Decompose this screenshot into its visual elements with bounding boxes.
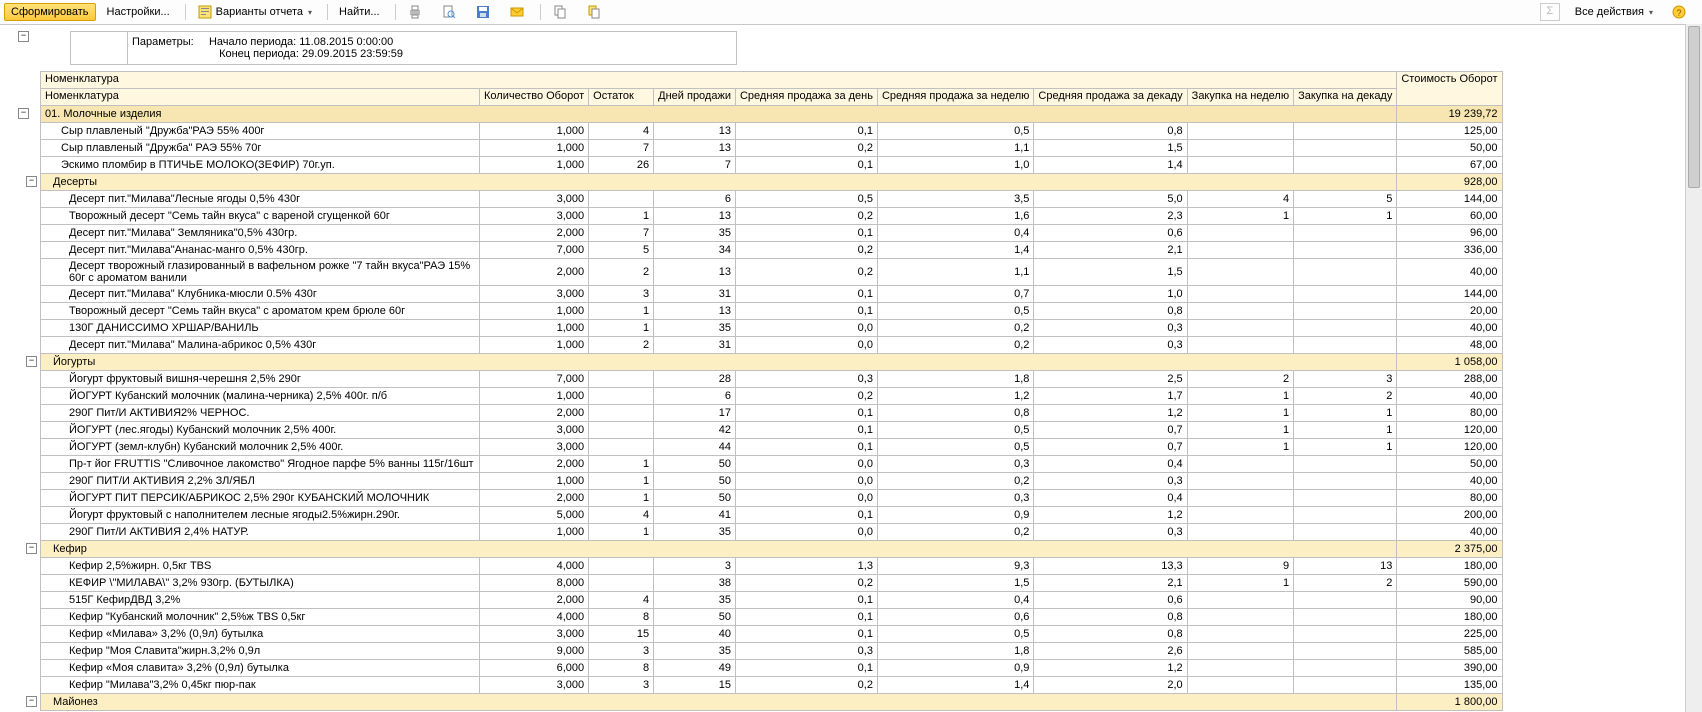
header-avg-dec: Средняя продажа за декаду (1034, 89, 1187, 106)
data-row[interactable]: 130Г ДАНИССИМО ХРШАР/ВАНИЛЬ1,0001350,00,… (41, 320, 1503, 337)
preview-button[interactable] (434, 1, 464, 23)
data-row[interactable]: Кефир «Моя славита» 3,2% (0,9л) бутылка6… (41, 660, 1503, 677)
variants-icon (197, 4, 213, 20)
header-nomen-top: Номенклатура (41, 72, 1397, 89)
data-row[interactable]: 290Г ПИТ/И АКТИВИЯ 2,2% ЗЛ/ЯБЛ1,0001500,… (41, 473, 1503, 490)
data-row[interactable]: ЙОГУРТ (лес.ягоды) Кубанский молочник 2,… (41, 422, 1503, 439)
report-variants-dropdown[interactable]: Варианты отчета (190, 1, 319, 23)
group-row[interactable]: Майонез1 800,00 (41, 694, 1503, 711)
collapse-group[interactable] (26, 543, 37, 554)
data-row[interactable]: 290Г Пит/И АКТИВИЯ2% ЧЕРНОС.2,000170,10,… (41, 405, 1503, 422)
paste-button[interactable] (579, 1, 609, 23)
help-icon: ? (1671, 4, 1687, 20)
data-row[interactable]: Кефир "Кубанский молочник" 2,5%ж TBS 0,5… (41, 609, 1503, 626)
group-row[interactable]: Кефир2 375,00 (41, 541, 1503, 558)
copy-button[interactable] (545, 1, 575, 23)
group-row[interactable]: Йогурты1 058,00 (41, 354, 1503, 371)
data-row[interactable]: Десерт творожный глазированный в вафельн… (41, 259, 1503, 286)
data-row[interactable]: ЙОГУРТ (земл-клубн) Кубанский молочник 2… (41, 439, 1503, 456)
settings-button[interactable]: Настройки... (100, 3, 177, 21)
report-grid: НоменклатураСтоимость ОборотНоменклатура… (40, 71, 1503, 711)
params-label: Параметры: (132, 36, 194, 48)
collapse-group[interactable] (18, 108, 29, 119)
variants-label: Варианты отчета (216, 6, 303, 18)
data-row[interactable]: Сыр плавленый "Дружба"РАЭ 55% 400г1,0004… (41, 123, 1503, 140)
svg-text:?: ? (1676, 8, 1681, 18)
group-row[interactable]: Десерты928,00 (41, 174, 1503, 191)
print-icon (407, 4, 423, 20)
email-button[interactable] (502, 1, 532, 23)
data-row[interactable]: Сыр плавленый "Дружба" РАЭ 55% 70г1,0007… (41, 140, 1503, 157)
data-row[interactable]: Эскимо пломбир в ПТИЧЬЕ МОЛОКО(ЗЕФИР) 70… (41, 157, 1503, 174)
data-row[interactable]: Йогурт фруктовый с наполнителем лесные я… (41, 507, 1503, 524)
data-row[interactable]: Йогурт фруктовый вишня-черешня 2,5% 290г… (41, 371, 1503, 388)
header-avg-week: Средняя продажа за неделю (877, 89, 1033, 106)
collapse-group[interactable] (26, 356, 37, 367)
data-row[interactable]: 515Г КефирДВД 3,2%2,0004350,10,40,690,00 (41, 592, 1503, 609)
data-row[interactable]: ЙОГУРТ Кубанский молочник (малина-черник… (41, 388, 1503, 405)
header-cost: Стоимость Оборот (1397, 72, 1502, 106)
period-end-value: 29.09.2015 23:59:59 (302, 48, 403, 60)
data-row[interactable]: Десерт пит."Милава"Лесные ягоды 0,5% 430… (41, 191, 1503, 208)
data-row[interactable]: Кефир «Милава» 3,2% (0,9л) бутылка3,0001… (41, 626, 1503, 643)
header-buy-week: Закупка на неделю (1187, 89, 1293, 106)
help-button[interactable]: ? (1664, 1, 1694, 23)
data-row[interactable]: Кефир "Моя Славита"жирн.3,2% 0,9л9,00033… (41, 643, 1503, 660)
data-row[interactable]: Десерт пит."Милава" Земляника"0,5% 430гр… (41, 225, 1503, 242)
group-row[interactable]: 01. Молочные изделия19 239,72 (41, 106, 1503, 123)
copy-icon (552, 4, 568, 20)
period-start-value: 11.08.2015 0:00:00 (299, 36, 393, 48)
find-button[interactable]: Найти... (332, 3, 387, 21)
collapse-report[interactable] (18, 31, 29, 42)
data-row[interactable]: 290Г Пит/И АКТИВИЯ 2,4% НАТУР.1,0001350,… (41, 524, 1503, 541)
generate-button[interactable]: Сформировать (4, 3, 96, 21)
data-row[interactable]: Творожный десерт "Семь тайн вкуса" с аро… (41, 303, 1503, 320)
paste-icon (586, 4, 602, 20)
header-avg-day: Средняя продажа за день (735, 89, 877, 106)
data-row[interactable]: Кефир 2,5%жирн. 0,5кг TBS4,00031,39,313,… (41, 558, 1503, 575)
save-button[interactable] (468, 1, 498, 23)
data-row[interactable]: Пр-т йог FRUTTIS "Сливочное лакомство" Я… (41, 456, 1503, 473)
data-row[interactable]: КЕФИР \"МИЛАВА\" 3,2% 930гр. (БУТЫЛКА)8,… (41, 575, 1503, 592)
period-start-label: Начало периода: (209, 36, 296, 48)
header-days: Дней продажи (654, 89, 736, 106)
save-icon (475, 4, 491, 20)
data-row[interactable]: Кефир "Милава"3,2% 0,45кг пюр-пак3,00031… (41, 677, 1503, 694)
data-row[interactable]: ЙОГУРТ ПИТ ПЕРСИК/АБРИКОС 2,5% 290г КУБА… (41, 490, 1503, 507)
data-row[interactable]: Десерт пит."Милава"Ананас-манго 0,5% 430… (41, 242, 1503, 259)
report-toolbar: Сформировать Настройки... Варианты отчет… (0, 0, 1702, 25)
print-button[interactable] (400, 1, 430, 23)
header-nomen: Номенклатура (41, 89, 480, 106)
header-rest: Остаток (589, 89, 654, 106)
collapse-group[interactable] (26, 176, 37, 187)
header-buy-dec: Закупка на декаду (1294, 89, 1397, 106)
sum-indicator: Σ (1540, 3, 1560, 21)
vertical-scrollbar[interactable] (1685, 24, 1702, 712)
data-row[interactable]: Десерт пит."Милава" Клубника-мюсли 0.5% … (41, 286, 1503, 303)
all-actions-dropdown[interactable]: Все действия (1568, 3, 1660, 21)
data-row[interactable]: Творожный десерт "Семь тайн вкуса" с вар… (41, 208, 1503, 225)
header-qty: Количество Оборот (480, 89, 589, 106)
preview-icon (441, 4, 457, 20)
data-row[interactable]: Десерт пит."Милава" Малина-абрикос 0,5% … (41, 337, 1503, 354)
scroll-thumb[interactable] (1688, 26, 1700, 188)
email-icon (509, 4, 525, 20)
period-end-label: Конец периода: (219, 48, 299, 60)
collapse-group[interactable] (26, 696, 37, 707)
